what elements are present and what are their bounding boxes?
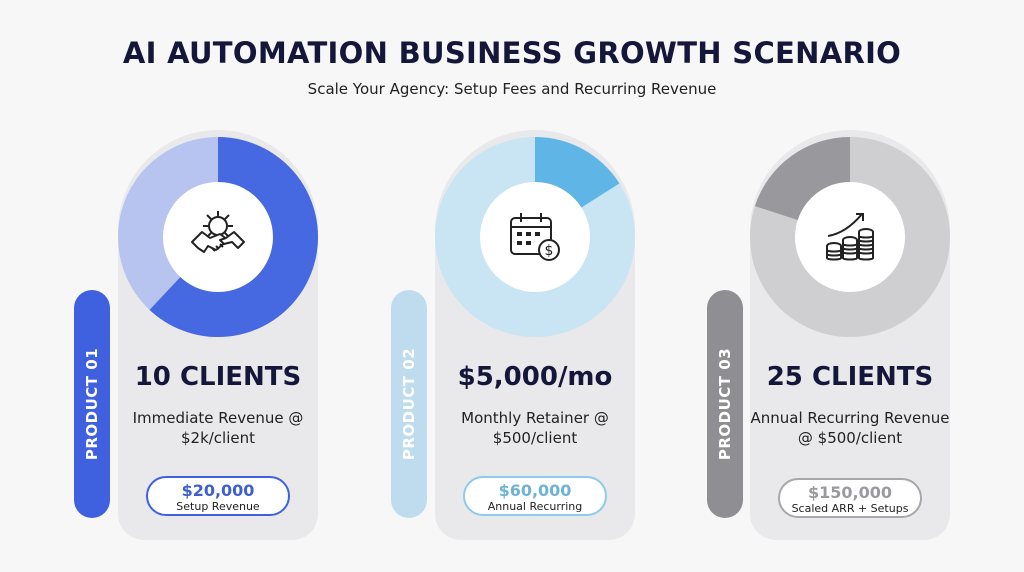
pill-label: Scaled ARR + Setups	[791, 502, 909, 515]
product-label-badge: PRODUCT 01	[74, 290, 110, 518]
product-card: 25 CLIENTS Annual Recurring Revenue @ $5…	[750, 130, 950, 540]
product-card: $ $5,000/mo Monthly Retainer @ $500/clie…	[435, 130, 635, 540]
product-label: PRODUCT 02	[400, 347, 418, 461]
value-pill: $20,000 Setup Revenue	[146, 476, 290, 516]
value-pill: $150,000 Scaled ARR + Setups	[778, 478, 922, 518]
description: Annual Recurring Revenue @ $500/client	[750, 409, 950, 447]
handshake-gear-icon	[182, 200, 254, 272]
headline: 10 CLIENTS	[134, 362, 302, 392]
headline: $5,000/mo	[457, 362, 613, 392]
value-pill: $60,000 Annual Recurring	[463, 476, 607, 516]
coins-growth-icon	[814, 200, 886, 272]
product-card: 10 CLIENTS Immediate Revenue @ $2k/clien…	[118, 130, 318, 540]
product-label-badge: PRODUCT 03	[707, 290, 743, 518]
description: Monthly Retainer @ $500/client	[461, 409, 609, 447]
pill-label: Annual Recurring	[487, 500, 583, 513]
pill-value: $60,000	[498, 481, 572, 500]
page-title: AI AUTOMATION BUSINESS GROWTH SCENARIO	[122, 36, 902, 70]
product-label: PRODUCT 01	[83, 347, 101, 461]
description: Immediate Revenue @ $2k/client	[132, 409, 304, 447]
product-label: PRODUCT 03	[716, 347, 734, 461]
calendar-dollar-icon: $	[499, 200, 571, 272]
svg-text:$: $	[545, 243, 554, 259]
product-label-badge: PRODUCT 02	[391, 290, 427, 518]
pill-label: Setup Revenue	[176, 500, 260, 513]
headline: 25 CLIENTS	[766, 362, 934, 392]
pill-value: $150,000	[807, 483, 892, 502]
page-subtitle: Scale Your Agency: Setup Fees and Recurr…	[307, 80, 717, 98]
pill-value: $20,000	[181, 481, 255, 500]
